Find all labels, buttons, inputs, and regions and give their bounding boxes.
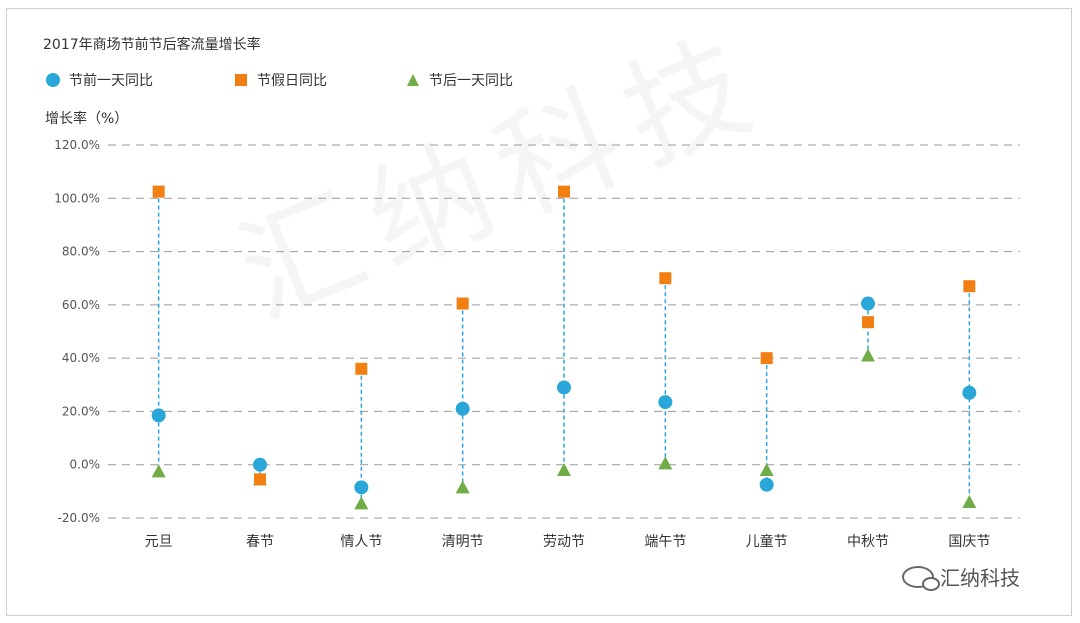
post-holiday-point [151,464,166,478]
x-tick-label: 情人节 [340,534,382,550]
post-holiday-point [354,496,369,510]
circle-marker-icon [46,73,60,87]
legend-label-pre: 节前一天同比 [69,73,153,89]
y-tick-label: 40.0% [62,351,100,365]
post-holiday-point [557,463,571,477]
x-tick-label: 儿童节 [746,533,788,550]
holiday-point [254,473,266,486]
brand-badge: 汇纳科技 [902,562,1020,591]
y-tick-label: 0.0% [70,458,101,472]
post-holiday-point [861,348,875,362]
chart-title: 2017年商场节前节后客流量增长率 [43,37,261,53]
pre-holiday-point [354,480,369,495]
square-marker-icon [235,74,247,86]
holiday-point [355,362,368,375]
holiday-point [659,272,672,285]
pre-holiday-point [151,408,166,423]
x-tick-label: 端午节 [644,534,686,550]
brand-badge-label: 汇纳科技 [940,566,1020,590]
holiday-point [963,280,976,293]
x-tick-label: 国庆节 [948,534,990,550]
chart-frame [6,8,1072,616]
holiday-point [862,316,874,329]
holiday-point [760,352,773,365]
x-tick-label: 元旦 [145,534,173,550]
post-holiday-point [962,495,977,509]
wechat-icon [902,565,940,591]
x-tick-label: 清明节 [442,534,484,550]
pre-holiday-point [962,385,977,400]
x-tick-label: 劳动节 [543,534,585,550]
pre-holiday-point [861,296,875,311]
pre-holiday-point [759,477,774,492]
holiday-point [456,297,469,310]
y-tick-label: 80.0% [62,245,100,259]
legend-item-holiday: 节假日同比 [233,70,327,90]
legend-item-pre: 节前一天同比 [45,70,153,90]
post-holiday-point [759,463,774,477]
legend-item-post: 节后一天同比 [405,70,513,90]
y-tick-label: 100.0% [54,191,100,205]
y-tick-label: 20.0% [62,404,100,418]
triangle-marker-icon [407,74,419,86]
holiday-point [558,185,570,198]
pre-holiday-point [455,401,470,416]
y-tick-label: 120.0% [54,138,100,152]
y-tick-label: -20.0% [58,511,100,525]
x-tick-label: 中秋节 [847,534,889,550]
post-holiday-point [455,480,470,494]
y-tick-label: 60.0% [62,298,100,312]
y-axis-label: 增长率（%） [45,111,129,127]
pre-holiday-point [557,380,571,395]
holiday-point [152,185,165,198]
pre-holiday-point [658,395,673,410]
x-tick-label: 春节 [246,534,274,550]
legend-label-post: 节后一天同比 [429,73,513,89]
post-holiday-point [658,456,673,470]
pre-holiday-point [253,457,267,472]
legend-label-holiday: 节假日同比 [257,73,327,89]
